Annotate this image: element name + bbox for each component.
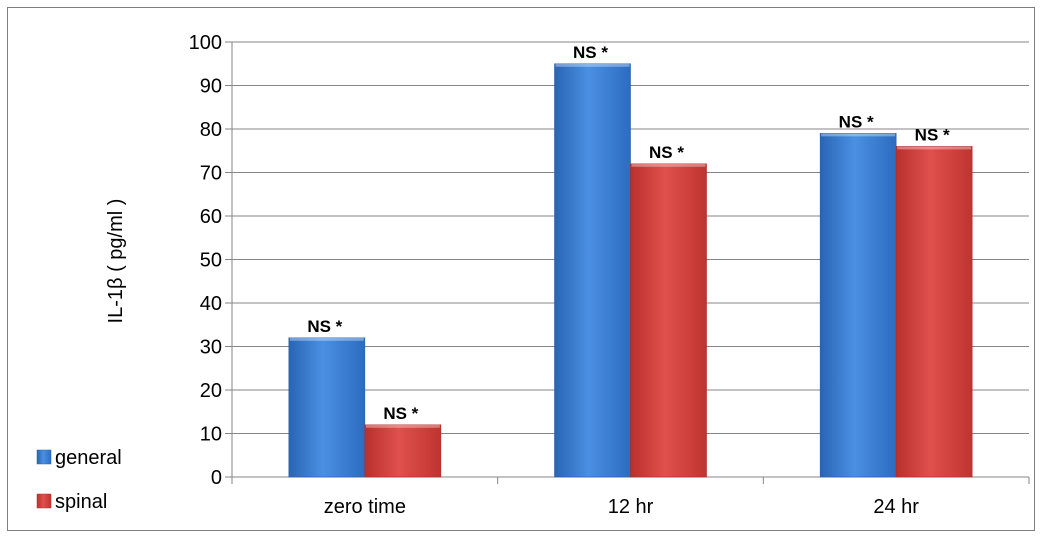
bar-highlight: [365, 424, 440, 428]
legend-label-spinal: spinal: [55, 491, 107, 513]
y-tick-label: 80: [200, 119, 222, 141]
y-tick-label: 10: [200, 424, 222, 446]
data-label-general-2: NS *: [839, 112, 874, 131]
bar-highlight: [289, 337, 364, 341]
legend-swatch-general: [36, 449, 52, 465]
x-category-label: 24 hr: [873, 496, 919, 518]
bar-spinal-1: [630, 163, 707, 478]
x-category-label: zero time: [324, 496, 406, 518]
bar-general-2: [819, 133, 897, 478]
bar-highlight: [631, 163, 706, 167]
legend-label-general: general: [55, 447, 122, 469]
legend-swatch-spinal: [36, 493, 52, 509]
y-tick-label: 60: [200, 206, 222, 228]
bar-highlight: [821, 133, 896, 137]
data-label-general-1: NS *: [573, 43, 608, 62]
y-tick-label: 30: [200, 337, 222, 359]
bar-spinal-2: [895, 146, 973, 478]
y-axis-title: IL-1β ( pg/ml ): [105, 199, 127, 324]
bar-general-0: [288, 337, 366, 478]
data-label-spinal-0: NS *: [383, 404, 418, 423]
bar-spinal-0: [364, 424, 442, 478]
y-tick-label: 90: [200, 76, 222, 98]
y-tick-label: 40: [200, 293, 222, 315]
y-tick-label: 20: [200, 380, 222, 402]
y-tick-label: 0: [211, 467, 222, 489]
bars: [288, 63, 973, 478]
y-tick-label: 50: [200, 250, 222, 272]
y-tick-label: 70: [200, 163, 222, 185]
legend: general spinal: [36, 447, 122, 513]
bar-highlight: [897, 146, 972, 150]
data-label-spinal-1: NS *: [649, 143, 684, 162]
data-label-spinal-2: NS *: [915, 125, 950, 144]
data-label-general-0: NS *: [307, 317, 342, 336]
bar-general-1: [554, 63, 631, 478]
data-labels: NS * NS * NS * NS * NS * NS *: [307, 43, 950, 423]
y-tick-label: 100: [189, 32, 222, 54]
x-category-label: 12 hr: [608, 496, 654, 518]
axes: 0 10 20 30 40 50 60 70 80 90 100 zero time 12 hr 24 h…: [189, 32, 1030, 518]
bar-highlight: [555, 63, 630, 67]
